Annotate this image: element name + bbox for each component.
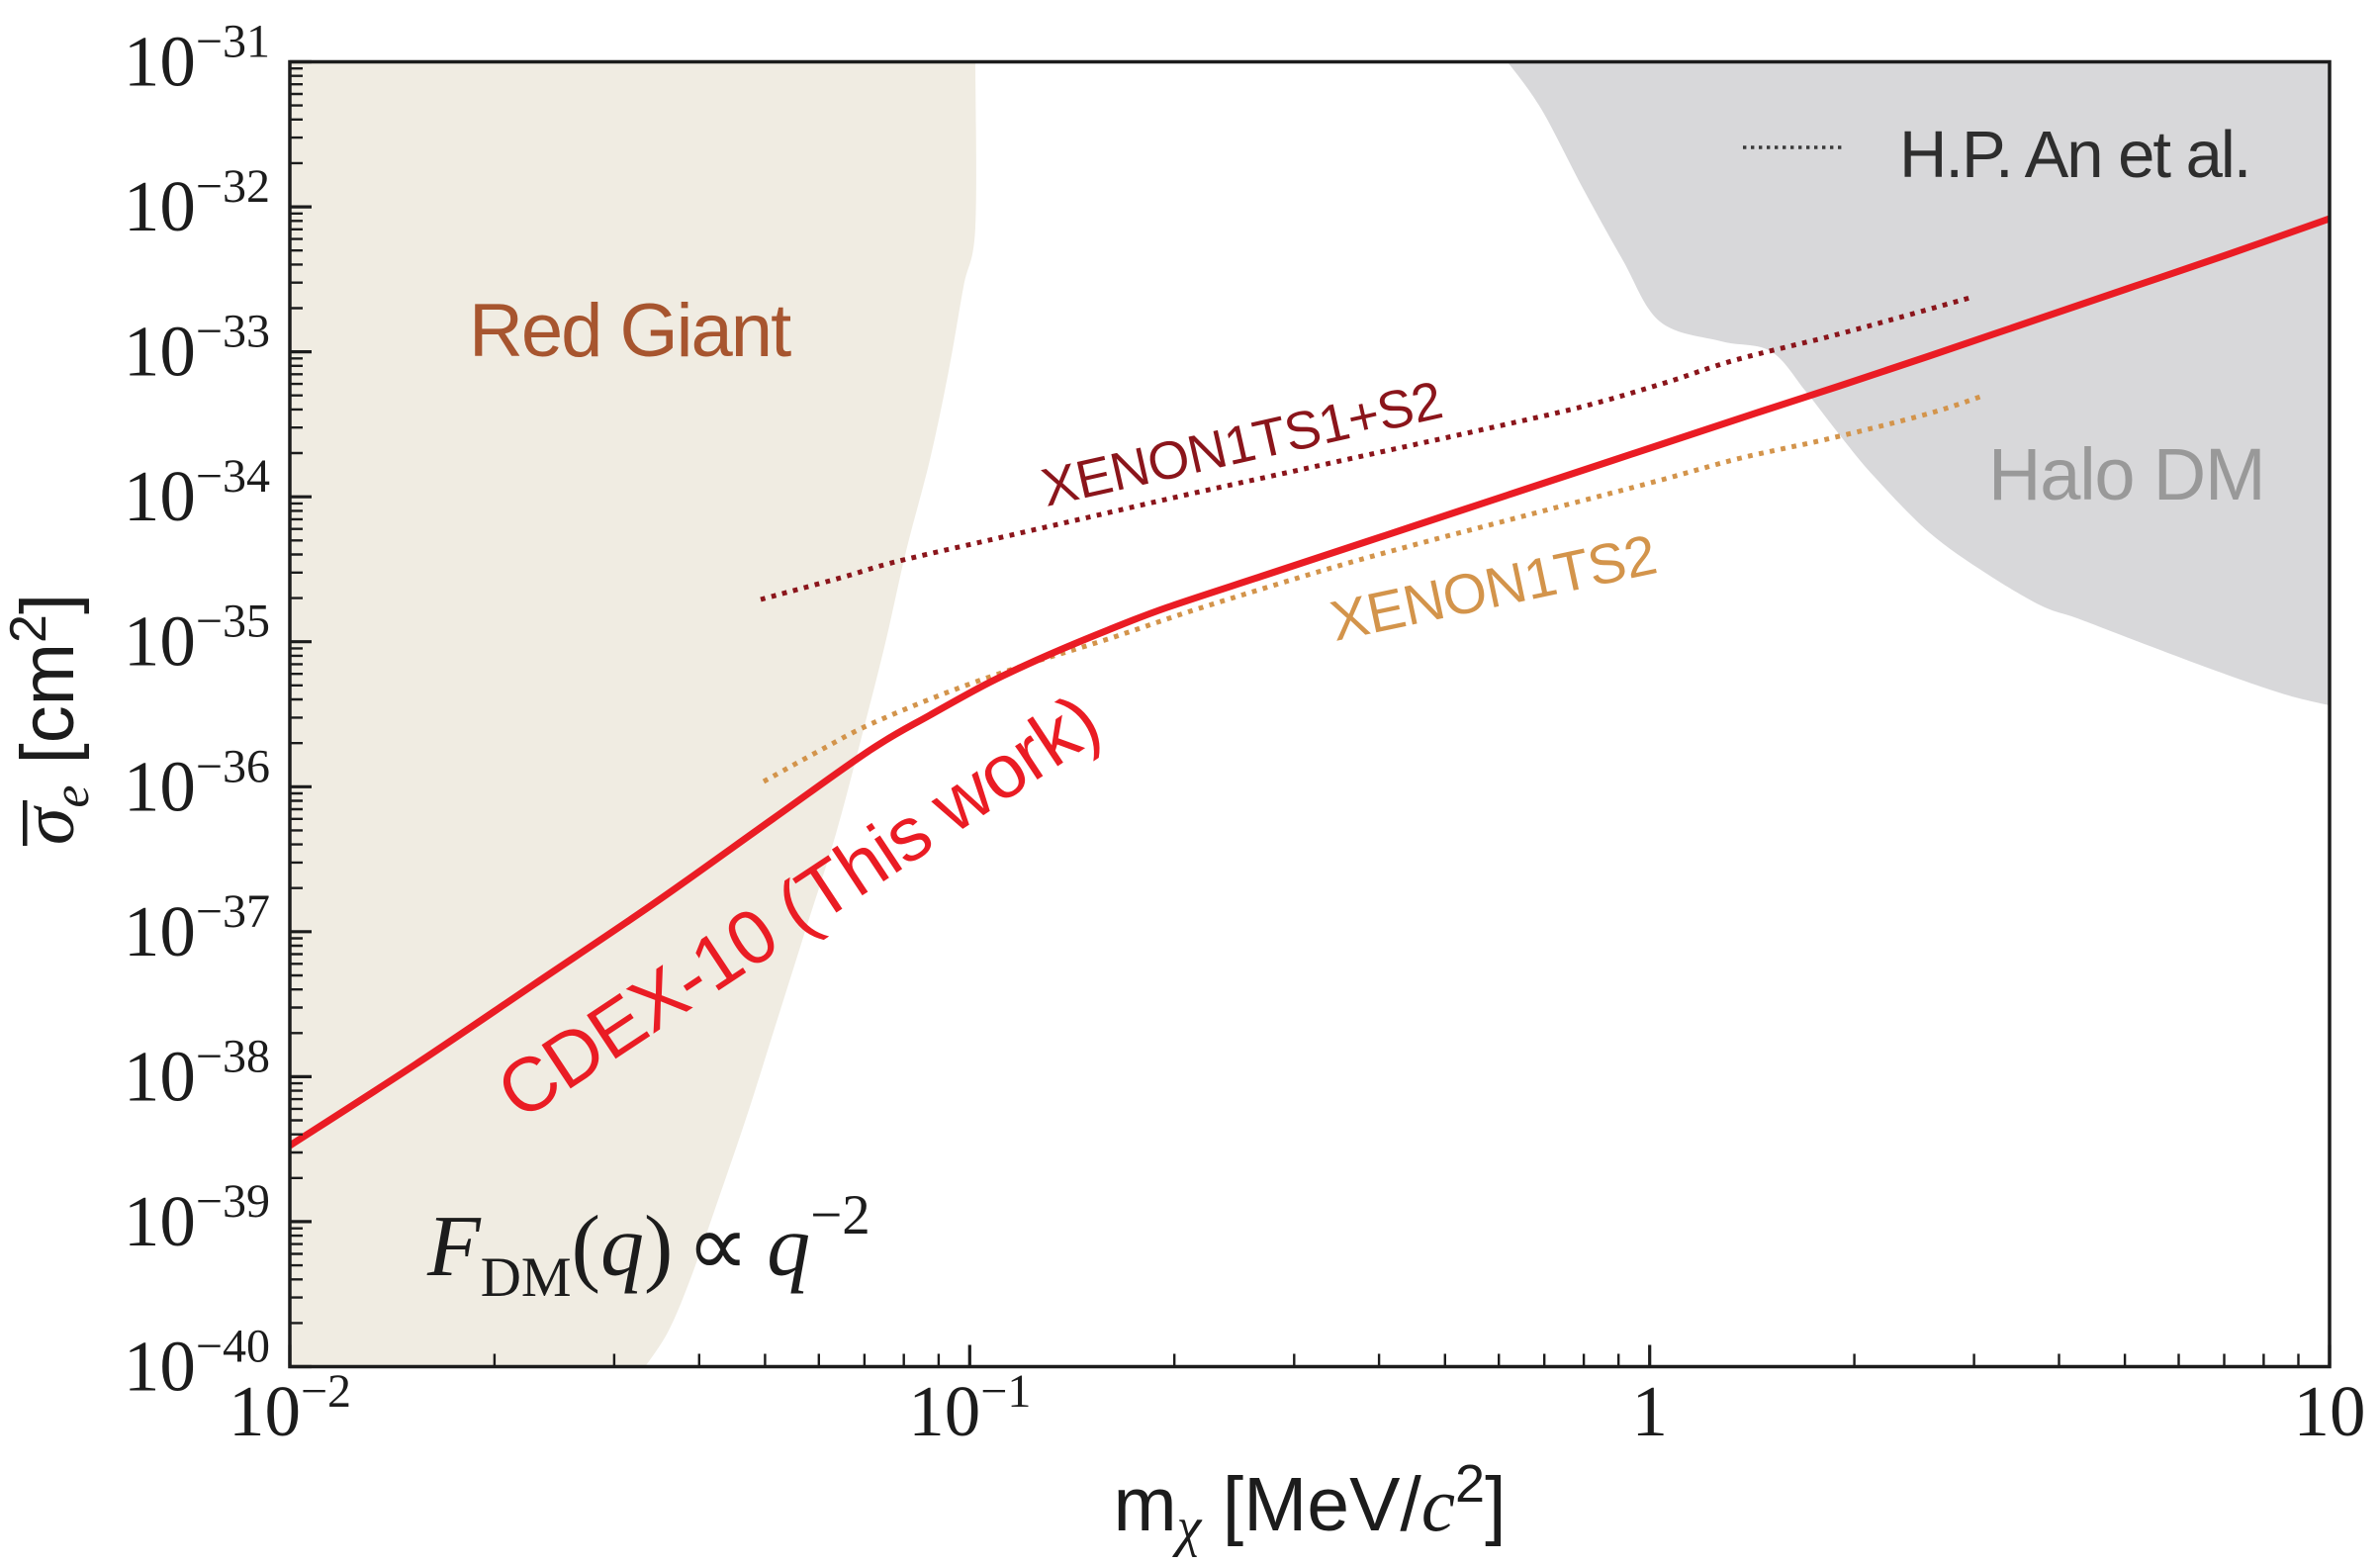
svg-text:H.P. An et al.: H.P. An et al. [1899,118,2249,192]
svg-text:Red Giant: Red Giant [469,289,791,373]
svg-text:σe [cm2]: σe [cm2] [0,594,100,845]
svg-text:10−2: 10−2 [229,1365,351,1451]
svg-text:Halo DM: Halo DM [1988,433,2264,515]
svg-text:mχ [MeV/c2]: mχ [MeV/c2] [1114,1454,1507,1558]
svg-text:10: 10 [2294,1371,2366,1451]
svg-text:1: 1 [1631,1371,1668,1451]
